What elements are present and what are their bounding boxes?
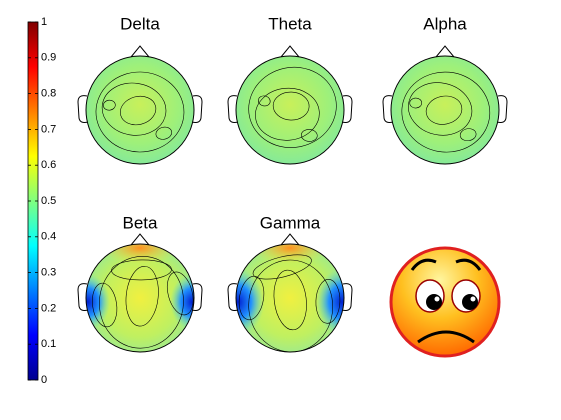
colorbar-tick-label: 0.9 xyxy=(41,52,56,64)
colorbar-tick-label: 1 xyxy=(41,16,47,28)
colorbar-tick-label: 0.3 xyxy=(41,267,56,279)
map-title: Alpha xyxy=(423,14,467,33)
contour-line xyxy=(92,282,118,328)
nose xyxy=(130,45,150,58)
topomap xyxy=(77,233,203,353)
contour-line xyxy=(257,95,271,107)
contour-line xyxy=(401,71,491,153)
contour-line xyxy=(120,95,157,126)
scalp xyxy=(391,56,499,164)
ear xyxy=(341,95,353,123)
nose xyxy=(130,233,150,246)
colorbar-tick-label: 0.7 xyxy=(41,123,56,135)
contour-line xyxy=(315,279,341,324)
colorbar-tick-label: 0 xyxy=(41,374,47,386)
topomap xyxy=(227,45,353,165)
contour-line xyxy=(409,97,423,109)
scalp-outline xyxy=(235,243,345,353)
nose xyxy=(280,45,300,58)
contour-line xyxy=(99,256,184,349)
scalp-outline xyxy=(390,55,500,165)
colorbar-tick-label: 0.8 xyxy=(41,88,56,100)
contour-line xyxy=(95,71,185,153)
orange-region xyxy=(100,244,180,264)
ear xyxy=(496,95,508,123)
scalp-outline xyxy=(85,55,195,165)
contour-line xyxy=(252,254,312,280)
scalp-outline xyxy=(235,55,345,165)
ear xyxy=(227,283,239,311)
contour-line xyxy=(408,82,473,136)
scalp-outline xyxy=(85,243,195,353)
scalp xyxy=(86,56,194,164)
topomap xyxy=(382,45,508,165)
ear xyxy=(227,95,239,123)
orange-region xyxy=(250,244,330,264)
scalp-detail xyxy=(86,244,194,349)
blue-region xyxy=(86,274,110,330)
contour-line xyxy=(125,266,159,327)
contour-line xyxy=(238,275,265,321)
map-title: Theta xyxy=(268,14,312,33)
contour-line xyxy=(459,128,477,142)
nose xyxy=(435,45,455,58)
contour-line xyxy=(103,99,116,111)
topomap xyxy=(227,233,353,353)
scalp-detail xyxy=(95,71,185,153)
scalp xyxy=(86,244,194,352)
blue-region xyxy=(315,268,344,336)
ear xyxy=(341,283,353,311)
blue-region xyxy=(236,268,265,336)
contour-line xyxy=(101,82,167,136)
contour-line xyxy=(166,271,194,316)
map-title: Delta xyxy=(120,14,160,33)
ear xyxy=(191,283,203,311)
contour-line xyxy=(155,126,173,140)
topomap xyxy=(77,45,203,165)
contour-line xyxy=(300,129,318,142)
sad-emoji xyxy=(389,246,501,358)
colorbar-tick-label: 0.6 xyxy=(41,159,56,171)
colorbar-tick-label: 0.4 xyxy=(41,231,56,243)
colorbar-tick-label: 0.1 xyxy=(41,338,56,350)
colorbar-tick-label: 0.2 xyxy=(41,302,56,314)
scalp-detail xyxy=(401,71,491,153)
contour-line xyxy=(273,269,307,331)
scalp-detail xyxy=(236,244,344,352)
contour-line xyxy=(425,95,463,125)
ear xyxy=(382,95,394,123)
ear xyxy=(77,95,89,123)
map-title: Gamma xyxy=(260,213,321,232)
nose xyxy=(280,233,300,246)
contour-line xyxy=(248,66,337,148)
ear xyxy=(77,283,89,311)
contour-line xyxy=(272,91,310,121)
scalp-detail xyxy=(248,66,337,148)
ear xyxy=(191,95,203,123)
map-title: Beta xyxy=(123,213,159,232)
contour-line xyxy=(255,87,320,141)
colorbar-tick-label: 0.5 xyxy=(41,195,56,207)
